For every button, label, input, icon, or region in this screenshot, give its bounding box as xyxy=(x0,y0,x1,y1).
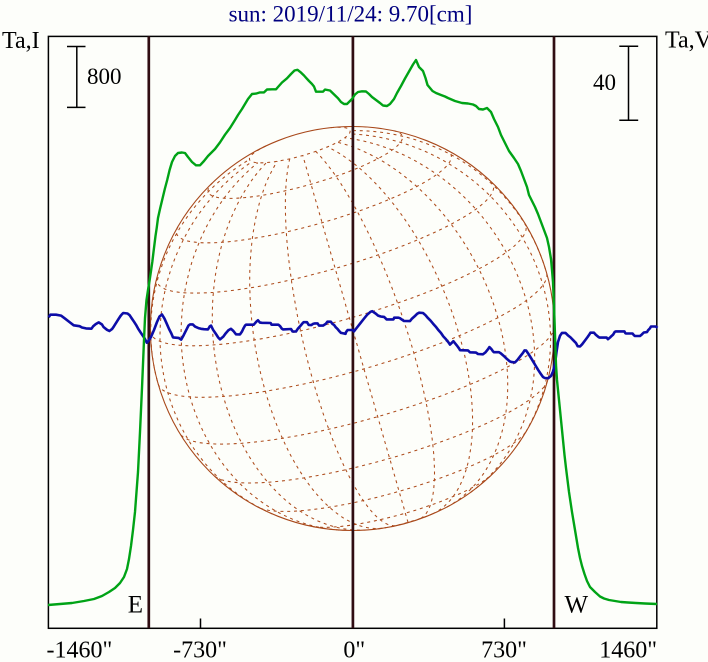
svg-text:730": 730" xyxy=(481,638,527,662)
svg-text:sun: 2019/11/24: 9.70[cm]: sun: 2019/11/24: 9.70[cm] xyxy=(229,2,473,27)
svg-text:Ta,V: Ta,V xyxy=(665,28,708,54)
svg-text:40: 40 xyxy=(593,70,616,95)
svg-text:0": 0" xyxy=(343,638,365,662)
svg-text:800: 800 xyxy=(87,64,122,89)
svg-text:E: E xyxy=(128,591,143,618)
svg-text:Ta,I: Ta,I xyxy=(2,28,40,54)
svg-text:-1460": -1460" xyxy=(47,638,113,662)
svg-text:1460": 1460" xyxy=(599,638,657,662)
svg-text:-730": -730" xyxy=(173,638,227,662)
svg-text:W: W xyxy=(564,591,588,618)
